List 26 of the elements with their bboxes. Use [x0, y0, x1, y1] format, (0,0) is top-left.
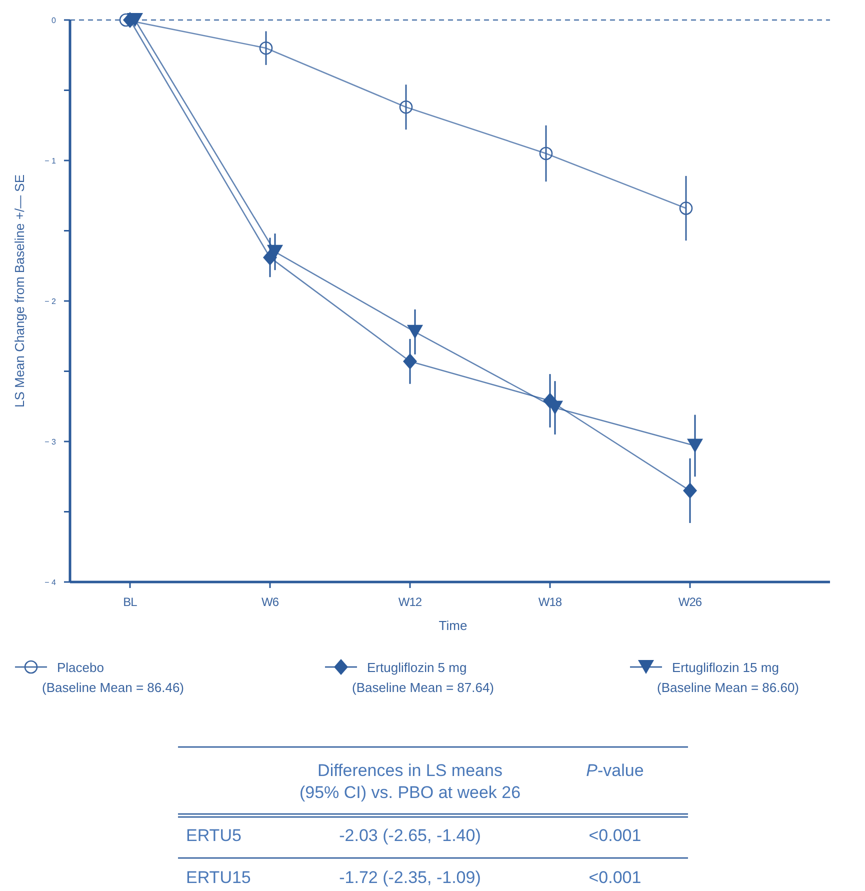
text: ERTU5	[186, 826, 242, 845]
text: (Baseline Mean = 86.46)	[42, 680, 184, 695]
text: <0.001	[588, 868, 642, 887]
x-tick-label: W6	[262, 595, 280, 609]
y-tick-label: − 4	[44, 578, 57, 587]
x-axis-title: Time	[438, 618, 468, 633]
text: ERTU15	[186, 868, 251, 887]
x-tick-label: W18	[538, 595, 562, 609]
x-tick-label: W12	[398, 595, 422, 609]
text: (Baseline Mean = 87.64)	[352, 680, 494, 695]
y-tick-label: − 2	[44, 296, 57, 306]
text: -2.03 (-2.65, -1.40)	[339, 826, 481, 845]
legend-label: Placebo	[57, 660, 104, 675]
y-tick-label: − 1	[44, 156, 57, 166]
text: (Baseline Mean = 86.60)	[657, 680, 800, 695]
text: <0.001	[588, 826, 642, 845]
y-axis-title: LS Mean Change from Baseline +/— SE	[12, 174, 27, 408]
legend-label: Ertugliflozin 15 mg	[672, 660, 779, 675]
text: -1.72 (-2.35, -1.09)	[339, 868, 481, 887]
y-tick-label: 0	[52, 16, 57, 25]
legend-label: Ertugliflozin 5 mg	[367, 660, 467, 675]
text: Differences in LS means (95% CI) vs. PBO at week 26	[299, 761, 521, 802]
x-tick-label: BL	[123, 595, 138, 609]
text: P-value	[586, 761, 644, 780]
y-tick-label: − 3	[44, 437, 57, 446]
x-tick-label: W26	[678, 595, 702, 609]
